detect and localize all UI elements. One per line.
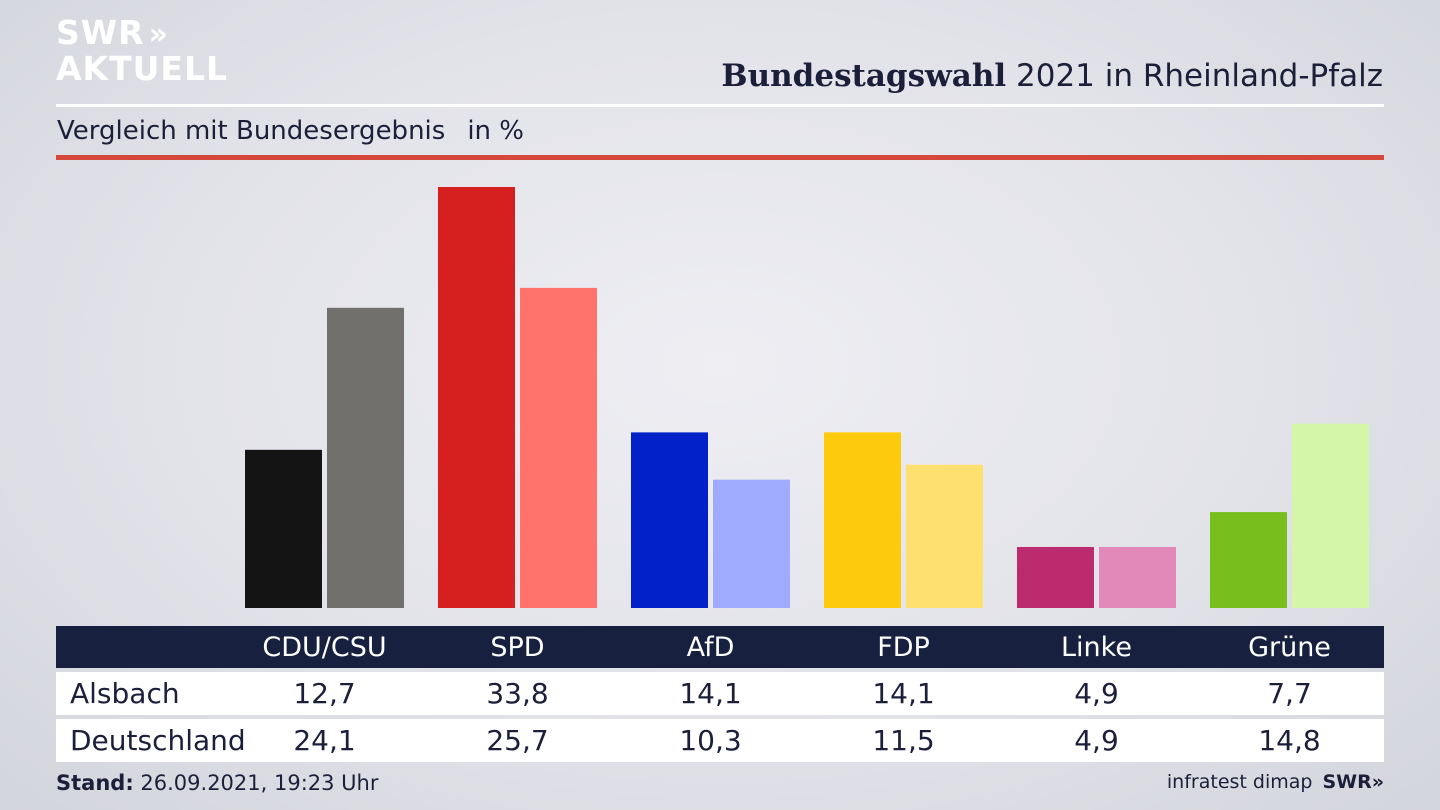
accent-divider [56, 155, 1384, 160]
value-deutschland-spd: 25,7 [486, 724, 549, 757]
column-header-linke: Linke [1061, 631, 1132, 663]
table-header: CDU/CSU SPD AfD FDP Linke Grüne [56, 626, 1384, 668]
bar-afd-deutschland [713, 479, 790, 608]
row-label-alsbach: Alsbach [70, 677, 180, 710]
column-header-spd: SPD [490, 631, 545, 663]
swr-aktuell-logo: SWR» AKTUELL [56, 13, 229, 88]
value-alsbach-afd: 14,1 [679, 677, 742, 710]
value-alsbach-cdu-csu: 12,7 [293, 677, 356, 710]
value-deutschland-gr-ne: 14,8 [1258, 724, 1321, 757]
bar-fdp-deutschland [906, 464, 983, 608]
value-deutschland-fdp: 11,5 [872, 724, 935, 757]
bar-spd-deutschland [520, 287, 597, 608]
source-credit: infratest dimap SWR» [1166, 771, 1384, 793]
header-divider [56, 104, 1384, 107]
table-row: Deutschland 24,1 25,7 10,3 11,5 4,9 14,8 [56, 719, 1384, 762]
row-label-deutschland: Deutschland [70, 724, 246, 757]
bar-fdp-alsbach [824, 432, 901, 608]
bar-gr-ne-alsbach [1210, 512, 1287, 608]
value-alsbach-gr-ne: 7,7 [1267, 677, 1312, 710]
bar-spd-alsbach [438, 187, 515, 608]
bar-afd-alsbach [631, 432, 708, 608]
results-table: CDU/CSU SPD AfD FDP Linke Grüne Alsbach 12,7 33… [56, 626, 1384, 762]
chart-subtitle: Vergleich mit Bundesergebnis in % [57, 116, 524, 146]
bar-cdu-csu-alsbach [245, 449, 322, 608]
value-alsbach-linke: 4,9 [1074, 677, 1119, 710]
bar-linke-alsbach [1017, 546, 1094, 608]
column-header-afd: AfD [686, 631, 735, 663]
value-deutschland-cdu-csu: 24,1 [293, 724, 356, 757]
value-alsbach-fdp: 14,1 [872, 677, 935, 710]
column-header-gr-ne: Grüne [1248, 631, 1331, 663]
value-alsbach-spd: 33,8 [486, 677, 549, 710]
timestamp: Stand: 26.09.2021, 19:23 Uhr [56, 771, 379, 795]
bar-gr-ne-deutschland [1292, 423, 1369, 608]
table-row: Alsbach 12,7 33,8 14,1 14,1 4,9 7,7 [56, 672, 1384, 715]
value-deutschland-linke: 4,9 [1074, 724, 1119, 757]
bar-cdu-csu-deutschland [327, 307, 404, 608]
bar-linke-deutschland [1099, 546, 1176, 608]
column-header-fdp: FDP [877, 631, 930, 663]
page-title: Bundestagswahl 2021 in Rheinland-Pfalz [721, 58, 1383, 94]
column-header-cdu-csu: CDU/CSU [262, 631, 387, 663]
value-deutschland-afd: 10,3 [679, 724, 742, 757]
